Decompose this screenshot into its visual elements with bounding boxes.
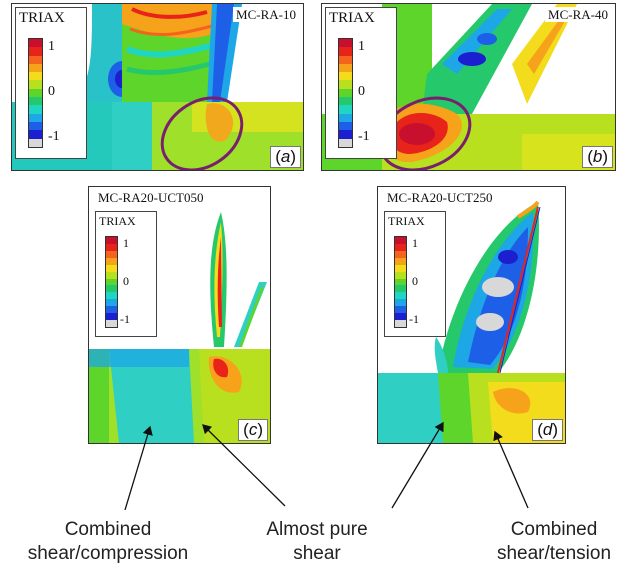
colorbar-segment (106, 278, 117, 286)
legend-title: TRIAX (329, 10, 375, 26)
colorbar-segment (339, 121, 352, 131)
colorbar-segment (395, 271, 406, 279)
colorbar-segment (29, 130, 42, 139)
tick-label: 1 (123, 236, 129, 250)
colorbar-segment (106, 285, 117, 293)
colorbar-segment (395, 278, 406, 286)
colorbar-segment (339, 47, 352, 56)
colorbar-segment (339, 72, 352, 81)
colorbar-segment (395, 264, 406, 272)
colorbar-segment (339, 80, 352, 89)
colorbar (105, 236, 118, 328)
colorbar-segment (339, 97, 352, 106)
legend: TRIAX 1 0 -1 (384, 211, 446, 337)
annotation-pure-shear: Almost pure shear (266, 519, 368, 564)
tick-label: 0 (412, 274, 418, 288)
colorbar-segment (106, 320, 117, 327)
colorbar-segment (395, 257, 406, 265)
colorbar-segment (29, 105, 42, 114)
tick-label: -1 (120, 312, 130, 326)
panel-letter: (d) (532, 419, 563, 441)
panel-d: MC-RA20-UCT250 TRIAX 1 0 -1 (d) (377, 186, 566, 444)
tick-label: -1 (409, 312, 419, 326)
colorbar-segment (106, 313, 117, 321)
tick-label: -1 (48, 129, 60, 144)
tick-label: 1 (48, 39, 55, 54)
tick-label: 0 (358, 84, 365, 99)
panel-letter: (b) (582, 146, 613, 168)
colorbar-segment (395, 320, 406, 327)
colorbar (28, 38, 43, 148)
tick-label: 1 (412, 236, 418, 250)
colorbar-segment (29, 138, 42, 147)
colorbar-segment (29, 113, 42, 122)
colorbar-segment (395, 250, 406, 258)
panel-b: MC-RA-40 TRIAX 1 0 -1 (b) (321, 3, 616, 171)
colorbar-segment (395, 237, 406, 244)
colorbar-segment (106, 250, 117, 258)
panel-title: MC-RA20-UCT050 (95, 190, 207, 205)
annotation-compression: Combined shear/compression (27, 519, 189, 564)
colorbar-segment (395, 313, 406, 321)
panel-title: MC-RA-40 (545, 7, 611, 22)
colorbar-segment (395, 299, 406, 307)
colorbar-segment (106, 237, 117, 244)
arrow-compression (124, 425, 153, 511)
colorbar-segment (106, 264, 117, 272)
colorbar (394, 236, 407, 328)
panel-c: MC-RA20-UCT050 TRIAX 1 0 -1 (c) (88, 186, 271, 444)
colorbar-segment (29, 97, 42, 106)
tick-label: -1 (358, 129, 370, 144)
colorbar-segment (106, 299, 117, 307)
legend-title: TRIAX (388, 214, 425, 228)
panel-letter: (c) (238, 419, 268, 441)
colorbar-segment (395, 285, 406, 293)
arrow-shear-d (391, 421, 444, 509)
colorbar-segment (29, 39, 42, 48)
colorbar-segment (29, 63, 42, 73)
colorbar-segment (29, 72, 42, 81)
tick-label: 1 (358, 39, 365, 54)
colorbar-segment (339, 55, 352, 64)
colorbar-segment (339, 130, 352, 139)
panel-letter: (a) (270, 146, 301, 168)
colorbar-segment (106, 243, 117, 251)
panel-title: MC-RA20-UCT250 (384, 190, 496, 205)
colorbar-segment (29, 88, 42, 98)
colorbar-segment (106, 306, 117, 314)
colorbar-segment (339, 63, 352, 73)
arrow-shear-c (202, 424, 286, 507)
colorbar-segment (339, 105, 352, 114)
colorbar-segment (395, 306, 406, 314)
arrow-tension (493, 430, 529, 509)
colorbar (338, 38, 353, 148)
annotation-tension: Combined shear/tension (496, 519, 612, 564)
colorbar-segment (106, 257, 117, 265)
colorbar-segment (339, 88, 352, 98)
legend-title: TRIAX (99, 214, 136, 228)
colorbar-segment (339, 113, 352, 122)
legend: TRIAX 1 0 -1 (95, 211, 157, 337)
colorbar-segment (106, 292, 117, 300)
tick-label: 0 (48, 84, 55, 99)
legend: TRIAX 1 0 -1 (325, 7, 397, 159)
tick-label: 0 (123, 274, 129, 288)
panel-a: MC-RA-10 TRIAX 1 0 -1 (a) (11, 3, 304, 171)
colorbar-segment (339, 138, 352, 147)
legend: TRIAX 1 0 -1 (15, 7, 87, 159)
colorbar-segment (395, 292, 406, 300)
colorbar-segment (29, 80, 42, 89)
colorbar-segment (29, 55, 42, 64)
colorbar-segment (29, 121, 42, 131)
colorbar-segment (29, 47, 42, 56)
colorbar-segment (106, 271, 117, 279)
contour-plot-c (89, 187, 270, 443)
legend-title: TRIAX (19, 10, 65, 26)
colorbar-segment (395, 243, 406, 251)
panel-title: MC-RA-10 (233, 7, 299, 22)
colorbar-segment (339, 39, 352, 48)
